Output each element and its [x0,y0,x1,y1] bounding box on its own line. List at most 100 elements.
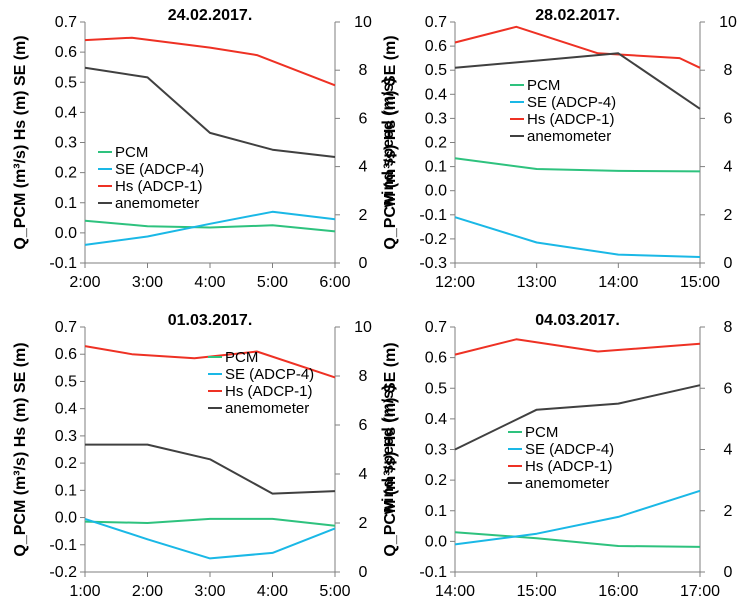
legend-label: PCM [225,349,258,366]
y2-tick-label: 4 [724,442,733,459]
x-tick-label: 3:00 [132,274,163,291]
series-line-3 [84,36,336,87]
x-tick-label: 17:00 [680,583,720,600]
series-line-1 [454,157,701,173]
y-tick-label: 0.6 [55,44,77,61]
y-tick-label: 0.1 [55,195,77,212]
x-tick-label: 3:00 [194,583,225,600]
y-tick-label: 0.2 [425,472,447,489]
y-tick-label: 0.3 [425,110,447,127]
y2-tick-label: 2 [359,207,368,224]
y-tick-label: -0.2 [49,564,77,581]
y-tick-label: 0.1 [425,503,447,520]
y2-tick-label: 0 [359,255,368,272]
y2-tick-label: 10 [354,319,372,336]
y-tick-label: 0.1 [425,159,447,176]
y2-tick-label: 8 [724,62,733,79]
series-line-2 [454,216,701,258]
y-tick-label: 0.0 [55,225,77,242]
x-tick-label: 5:00 [319,583,350,600]
y-tick-label: 0.6 [425,38,447,55]
x-tick-label: 4:00 [257,583,288,600]
y2-tick-label: 0 [724,255,733,272]
y-tick-label: 0.4 [425,411,447,428]
chart-panel-1: -0.1 0.0 0.1 0.2 0.3 0.4 0.5 0.6 0.7 0 2 4 6 8 10 2:00 3… [12,7,397,291]
y-tick-label: 0.3 [425,442,447,459]
series-line-2 [454,489,701,546]
y-tick-label: -0.2 [419,231,447,248]
y-tick-label: 0.5 [425,380,447,397]
series-line-3 [454,25,701,69]
y-tick-label: 0.6 [55,346,77,363]
y2-tick-label: 4 [724,159,733,176]
series-line-4 [85,443,336,495]
y-axis-label: Q_PCM (m³/s) Hs (m) SE (m) [12,35,29,249]
legend-label: anemometer [525,475,609,492]
chart-title: 04.03.2017. [535,312,620,329]
legend-label: PCM [525,424,558,441]
y2-tick-label: 2 [359,515,368,532]
y2-tick-label: 4 [359,466,368,483]
y-tick-label: -0.1 [49,255,77,272]
series-line-4 [454,384,701,451]
y-tick-label: 0.1 [55,482,77,499]
y-tick-label: -0.3 [419,255,447,272]
y2-tick-label: 6 [359,110,368,127]
y2-tick-label: 6 [724,110,733,127]
series-line-1 [454,531,701,548]
y-tick-label: -0.1 [419,207,447,224]
y2-tick-label: 6 [724,380,733,397]
series-line-1 [84,219,336,233]
y-tick-label: 0.2 [55,165,77,182]
x-tick-label: 4:00 [194,274,225,291]
y-tick-label: 0.4 [55,104,77,121]
chart-title: 28.02.2017. [535,7,620,24]
y2-tick-label: 0 [359,564,368,581]
chart-title: 24.02.2017. [168,7,253,24]
chart-panel-4: -0.1 0.0 0.1 0.2 0.3 0.4 0.5 0.6 0.7 0 2 4 6 8 14:00 15… [382,312,733,600]
x-tick-label: 14:00 [435,583,475,600]
series-line-2 [84,517,336,560]
y2-axis-label: wind speed (m/s) [380,385,397,516]
y2-tick-label: 2 [724,503,733,520]
y2-tick-label: 2 [724,207,733,224]
x-tick-label: 16:00 [598,583,638,600]
y-tick-label: 0.5 [55,74,77,91]
legend-label: anemometer [225,400,309,417]
y-tick-label: 0.5 [425,62,447,79]
legend-label: Hs (ADCP-1) [525,458,613,475]
x-tick-label: 2:00 [69,274,100,291]
x-tick-label: 12:00 [435,274,475,291]
y-tick-label: 0.2 [425,135,447,152]
y-tick-label: 0.7 [425,14,447,31]
y2-tick-label: 10 [719,14,737,31]
y-tick-label: 0.3 [55,428,77,445]
x-tick-label: 15:00 [517,583,557,600]
y-tick-label: -0.1 [419,564,447,581]
x-tick-label: 14:00 [598,274,638,291]
legend-label: SE (ADCP-4) [527,94,616,111]
y-tick-label: 0.4 [55,401,77,418]
y2-axis-label: wind speed (m/s) [380,78,397,209]
legend-label: Hs (ADCP-1) [527,111,615,128]
y2-tick-label: 8 [724,319,733,336]
legend-label: anemometer [527,128,611,145]
y2-tick-label: 4 [359,159,368,176]
y-tick-label: 0.0 [425,533,447,550]
x-tick-label: 1:00 [69,583,100,600]
y-tick-label: 0.7 [55,319,77,336]
y-tick-label: 0.5 [55,373,77,390]
y2-tick-label: 8 [359,368,368,385]
series-line-2 [84,210,336,246]
legend-label: PCM [527,77,560,94]
legend-label: Hs (ADCP-1) [225,383,313,400]
y-axis-label: Q_PCM (m³/s) Hs (m) SE (m) [382,342,399,556]
y2-tick-label: 0 [724,564,733,581]
y2-tick-label: 6 [359,417,368,434]
y-tick-label: 0.2 [55,455,77,472]
x-tick-label: 15:00 [680,274,720,291]
y-axis-label: Q_PCM (m³/s) Hs (m) SE (m) [382,35,399,249]
